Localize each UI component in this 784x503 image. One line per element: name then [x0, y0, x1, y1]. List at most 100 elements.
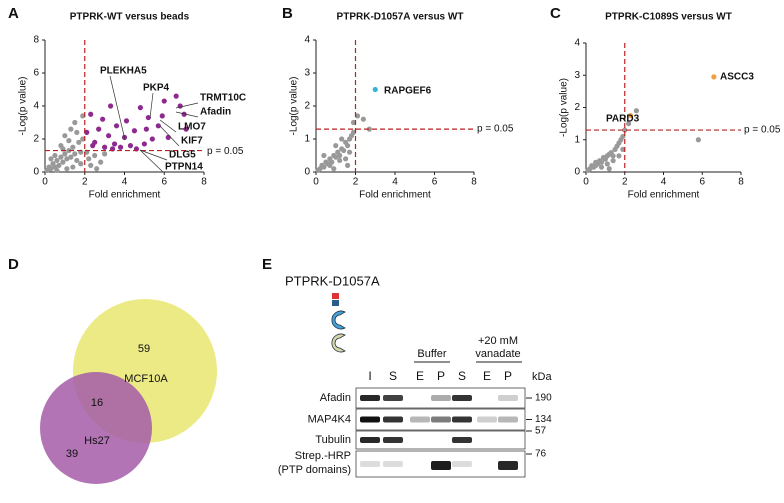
data-point	[88, 111, 94, 117]
data-point	[350, 119, 357, 126]
data-point	[86, 156, 92, 162]
panel-letter: A	[8, 5, 19, 22]
data-point	[70, 144, 76, 150]
data-point	[131, 128, 138, 134]
unit-label: kDa	[532, 371, 552, 383]
kda-label: 76	[535, 449, 547, 460]
data-point	[337, 157, 343, 164]
data-point	[149, 136, 155, 142]
blot-band	[360, 416, 380, 423]
data-point	[610, 158, 616, 164]
y-axis-label: -Log(p value)	[559, 78, 570, 137]
panel-letter: D	[8, 256, 19, 273]
point-annotation: TRMT10C	[200, 93, 246, 104]
group-label: +20 mM	[478, 335, 518, 347]
y-axis-label: -Log(p value)	[289, 77, 300, 136]
lane-label: E	[483, 369, 491, 383]
data-point	[339, 136, 345, 142]
y-tick-label: 3	[304, 68, 310, 79]
x-tick-label: 2	[82, 177, 88, 188]
chart-title: PTPRK-C1089S versus WT	[605, 12, 732, 23]
domain-icon	[332, 293, 339, 299]
threshold-label: p = 0.05	[477, 124, 514, 135]
data-point	[321, 152, 327, 159]
group-label: Buffer	[417, 348, 446, 360]
y-tick-label: 0	[33, 167, 39, 178]
row-label: MAP4K4	[308, 413, 351, 425]
blot-band	[498, 395, 518, 401]
x-axis-label: Fold enrichment	[628, 190, 700, 201]
data-point	[604, 161, 610, 167]
data-point	[84, 129, 90, 135]
point-annotation: LMO7	[178, 122, 206, 133]
data-point	[593, 162, 599, 169]
x-tick-label: 0	[313, 177, 319, 188]
blot-band	[498, 416, 518, 423]
data-point	[100, 116, 106, 122]
row-label: Strep.-HRP	[295, 450, 351, 462]
annotation-leader	[159, 119, 177, 133]
data-point	[620, 133, 626, 140]
data-point	[76, 139, 82, 145]
data-point	[72, 151, 78, 157]
point-annotation: DLG5	[169, 150, 196, 161]
domain-icon	[331, 310, 346, 330]
blot-band	[360, 395, 380, 401]
data-point	[64, 156, 70, 162]
venn-label: MCF10A	[124, 373, 168, 385]
data-point	[66, 138, 72, 144]
data-point	[62, 151, 68, 157]
kda-label: 134	[535, 414, 552, 425]
domain-icon	[331, 333, 346, 353]
data-point	[622, 127, 628, 133]
y-tick-label: 1	[304, 134, 310, 145]
data-point	[633, 108, 639, 114]
y-tick-label: 1	[574, 134, 580, 145]
blot-band	[410, 416, 430, 423]
data-point	[606, 166, 612, 172]
data-point	[610, 153, 616, 159]
row-label: Afadin	[320, 392, 351, 404]
point-annotation: RAPGEF6	[384, 86, 432, 97]
data-point	[48, 166, 54, 172]
y-tick-label: 6	[33, 68, 39, 79]
annotation-leader	[139, 149, 168, 161]
blot-frame	[355, 387, 526, 409]
point-annotation: ASCC3	[720, 72, 754, 83]
data-point	[337, 152, 343, 159]
y-tick-label: 2	[33, 134, 39, 145]
y-tick-label: 3	[574, 70, 580, 81]
data-point	[58, 154, 64, 160]
x-tick-label: 2	[622, 177, 628, 188]
data-point	[346, 149, 353, 155]
blot-band	[360, 461, 380, 467]
y-tick-label: 4	[574, 38, 580, 49]
data-point	[345, 143, 351, 149]
x-tick-label: 4	[661, 177, 667, 188]
data-point	[331, 166, 337, 172]
data-point	[345, 162, 351, 168]
construct-name: PTPRK-D1057A	[285, 273, 380, 288]
data-point	[333, 154, 339, 160]
blot-band	[383, 416, 403, 423]
data-point	[107, 103, 114, 109]
kda-label: 57	[535, 426, 547, 437]
data-point	[54, 167, 60, 173]
data-point	[350, 129, 357, 135]
venn-count: 16	[91, 397, 103, 409]
group-label: vanadate	[475, 348, 520, 360]
data-point	[68, 154, 74, 160]
data-point	[360, 116, 366, 122]
x-tick-label: 6	[432, 177, 438, 188]
blot-band	[383, 437, 403, 443]
data-point	[372, 86, 378, 93]
x-tick-label: 0	[42, 177, 48, 188]
annotation-leader	[109, 75, 126, 141]
chart-title: PTPRK-D1057A versus WT	[337, 12, 464, 23]
panel-letter: E	[262, 256, 272, 273]
point-annotation: PARD3	[606, 114, 640, 125]
blot-band	[383, 395, 403, 401]
data-point	[616, 153, 622, 159]
y-tick-label: 8	[33, 35, 39, 46]
